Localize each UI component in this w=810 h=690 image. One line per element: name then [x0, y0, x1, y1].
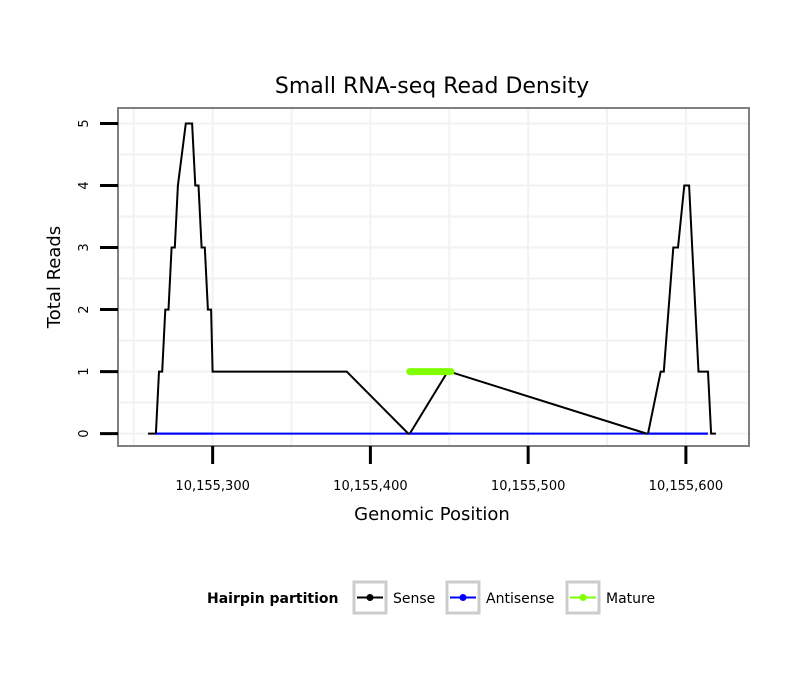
- y-tick-label-3: 3: [77, 243, 92, 251]
- legend-label-antisense: Antisense: [486, 591, 555, 607]
- legend-label-sense: Sense: [393, 591, 435, 607]
- x-tick-label-3: 10,155,600: [649, 479, 723, 494]
- x-axis: 10,155,300 10,155,400 10,155,500 10,155,600: [175, 446, 723, 494]
- y-tick-label-4: 4: [77, 181, 92, 189]
- legend: Hairpin partition Sense Antisense Mature: [207, 580, 655, 615]
- legend-item-sense: Sense: [352, 580, 435, 615]
- legend-title: Hairpin partition: [207, 591, 338, 607]
- x-tick-label-0: 10,155,300: [175, 479, 249, 494]
- legend-key-point-mature: [579, 594, 587, 601]
- legend-label-mature: Mature: [606, 591, 655, 607]
- y-tick-label-2: 2: [77, 305, 92, 313]
- y-axis-title: Total Reads: [44, 226, 65, 329]
- y-tick-label-5: 5: [77, 119, 92, 127]
- y-axis: 0 1 2 3 4 5: [77, 119, 118, 438]
- y-tick-label-0: 0: [77, 429, 92, 437]
- x-tick-label-1: 10,155,400: [333, 479, 407, 494]
- legend-key-point-antisense: [459, 594, 467, 601]
- legend-key-point-sense: [366, 594, 374, 601]
- x-axis-title: Genomic Position: [354, 504, 510, 525]
- plot-border: [117, 107, 750, 447]
- x-tick-label-2: 10,155,500: [491, 479, 565, 494]
- legend-item-antisense: Antisense: [445, 580, 555, 615]
- chart-title: Small RNA-seq Read Density: [275, 74, 589, 99]
- series-line-sense: [148, 122, 716, 435]
- y-tick-label-1: 1: [77, 367, 92, 375]
- series-layer: [148, 122, 716, 435]
- legend-item-mature: Mature: [565, 580, 655, 615]
